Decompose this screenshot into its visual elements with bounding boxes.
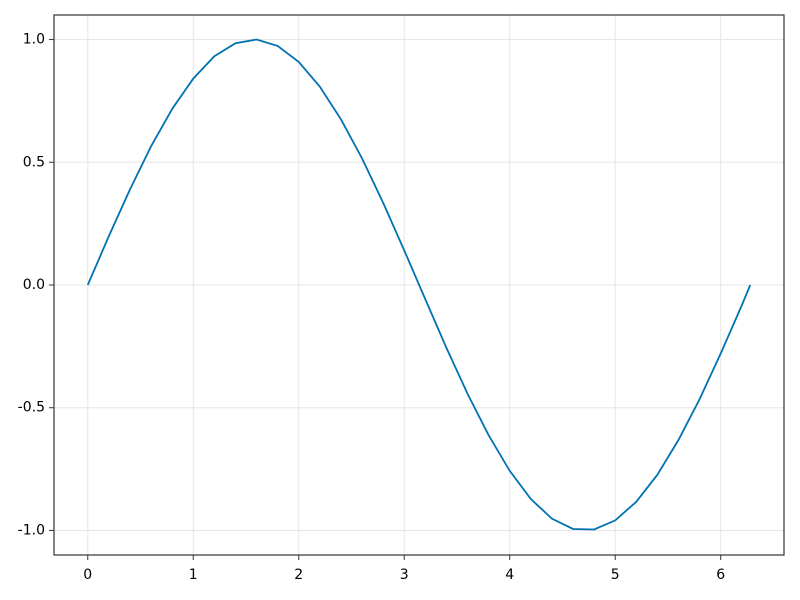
x-tick-label: 5 <box>611 567 620 583</box>
y-tick-label: 0.5 <box>23 154 45 170</box>
y-tick-label: 0.0 <box>23 277 45 293</box>
x-tick-label: 0 <box>83 567 92 583</box>
line-series <box>86 38 752 531</box>
y-tick-label: 1.0 <box>23 32 45 48</box>
x-tick-label: 2 <box>294 567 303 583</box>
plot-frame <box>53 14 785 556</box>
x-tick-label: 1 <box>189 567 198 583</box>
y-tick-label: -1.0 <box>18 522 45 538</box>
x-tick-label: 4 <box>505 567 514 583</box>
x-tick-label: 6 <box>716 567 725 583</box>
y-tick-label: -0.5 <box>18 400 45 416</box>
x-tick-label: 3 <box>400 567 409 583</box>
